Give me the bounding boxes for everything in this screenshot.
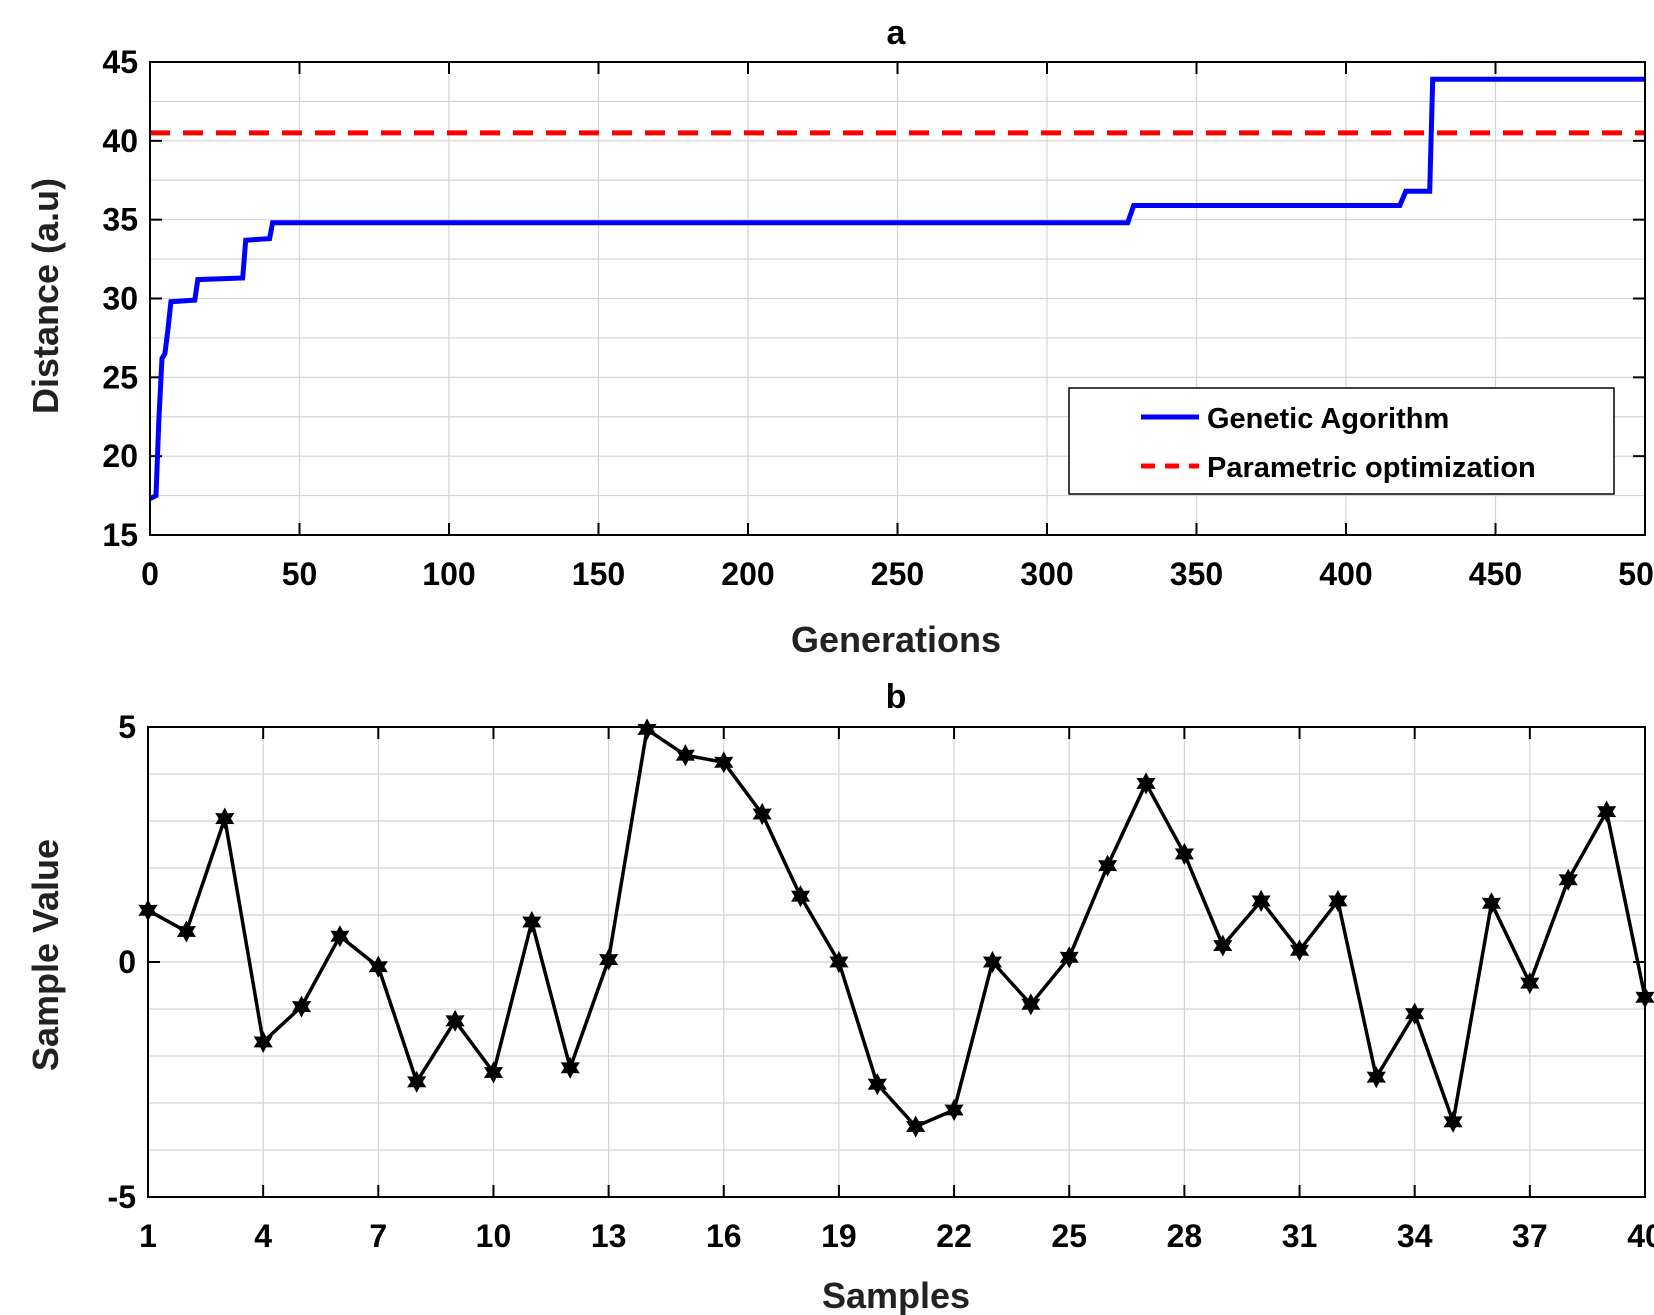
sample-point-marker [483, 1061, 504, 1084]
chart-a-y-tick-labels: 15 20 25 30 35 40 45 [102, 44, 138, 553]
sample-point-marker [1251, 889, 1271, 912]
chart-b-y-tick-labels: -5 0 5 [108, 709, 136, 1215]
chart-a-y-tick-label: 45 [102, 44, 138, 80]
sample-point-marker [560, 1056, 580, 1079]
chart-b-x-tick-labels: 1 4 7 10 13 16 19 22 25 28 31 34 37 40 [139, 1218, 1654, 1254]
sample-point-marker [675, 744, 695, 767]
chart-b-y-tick-label: 5 [118, 709, 136, 745]
sample-point-marker [407, 1070, 427, 1093]
sample-point-marker [1443, 1110, 1463, 1133]
chart-a-series [148, 76, 1645, 501]
sample-point-marker [1136, 772, 1156, 795]
chart-b-y-axis-label: Sample Value [25, 839, 66, 1071]
chart-a-grid [150, 62, 1645, 535]
series-genetic-algorithm-line [148, 76, 1645, 501]
chart-b-x-tick-label: 19 [821, 1218, 857, 1254]
chart-a-x-tick-label: 200 [721, 556, 774, 592]
sample-point-marker [291, 995, 312, 1018]
sample-point-marker [1366, 1066, 1386, 1089]
sample-point-marker [522, 910, 542, 934]
chart-b-x-tick-label: 1 [139, 1218, 157, 1254]
sample-point-marker [1289, 939, 1310, 962]
chart-a-y-tick-label: 40 [102, 123, 138, 159]
chart-b-x-axis-label: Samples [822, 1275, 970, 1315]
chart-a-x-tick-label: 500 [1618, 556, 1654, 592]
chart-a-y-tick-label: 35 [102, 202, 138, 238]
chart-b-x-tick-label: 7 [369, 1218, 387, 1254]
chart-a-x-tick-label: 250 [871, 556, 924, 592]
chart-a-x-tick-label: 300 [1020, 556, 1073, 592]
sample-point-marker [176, 920, 196, 943]
chart-a-y-tick-label: 20 [102, 438, 138, 474]
chart-a-x-tick-label: 150 [572, 556, 625, 592]
chart-a-x-tick-label: 350 [1170, 556, 1223, 592]
chart-b-x-tick-label: 25 [1051, 1218, 1087, 1254]
chart-a-title: a [887, 14, 907, 52]
chart-a-x-tick-label: 0 [141, 556, 159, 592]
sample-point-marker [1520, 972, 1540, 995]
chart-a-y-tick-label: 30 [102, 281, 138, 317]
sample-point-marker [330, 925, 350, 948]
chart-a-y-tick-label: 15 [102, 517, 138, 553]
chart-b-x-tick-label: 34 [1397, 1218, 1433, 1254]
sample-point-marker [1558, 868, 1578, 891]
legend-label-genetic-algorithm: Genetic Agorithm [1207, 403, 1449, 435]
chart-b-frame [147, 726, 1646, 1198]
chart-b-grid [148, 727, 1645, 1197]
chart-a-y-tick-label: 25 [102, 359, 138, 395]
sample-point-marker [1059, 946, 1079, 969]
chart-b-x-tick-label: 40 [1627, 1218, 1654, 1254]
sample-point-marker [906, 1115, 926, 1138]
sample-point-marker [599, 948, 619, 971]
chart-b: b 1 4 7 10 13 16 19 22 25 28 31 34 37 40 -5 0 5 Samples… [25, 678, 1654, 1315]
chart-a-x-tick-label: 50 [282, 556, 318, 592]
chart-a: a 0 50 100 150 200 250 300 350 400 450 500 15 20 25 3… [25, 14, 1654, 660]
chart-b-x-tick-label: 22 [936, 1218, 972, 1254]
chart-b-x-tick-label: 13 [591, 1218, 627, 1254]
sample-point-marker [1098, 854, 1118, 877]
sample-point-marker [752, 802, 772, 826]
sample-point-marker [253, 1030, 273, 1053]
sample-point-marker [1213, 934, 1233, 957]
chart-b-y-tick-label: -5 [108, 1179, 136, 1215]
sample-point-marker [215, 807, 235, 830]
chart-b-series [138, 718, 1654, 1138]
chart-b-x-tick-label: 37 [1512, 1218, 1548, 1254]
legend-label-parametric-optimization: Parametric optimization [1207, 452, 1536, 484]
chart-a-legend: Genetic Agorithm Parametric optimization [1068, 387, 1615, 495]
sample-point-marker [1597, 800, 1617, 823]
chart-a-x-tick-label: 400 [1319, 556, 1372, 592]
sample-point-marker [944, 1098, 964, 1122]
chart-a-x-tick-label: 100 [422, 556, 475, 592]
sample-point-marker [790, 885, 811, 908]
sample-point-marker [445, 1009, 465, 1032]
sample-point-marker [1481, 892, 1502, 915]
chart-a-x-tick-labels: 0 50 100 150 200 250 300 350 400 450 500 [141, 556, 1654, 592]
chart-b-x-tick-label: 4 [254, 1218, 272, 1254]
chart-a-frame [149, 61, 1646, 536]
sample-point-marker [1328, 889, 1348, 912]
sample-point-marker [368, 955, 388, 978]
sample-point-marker [1174, 842, 1194, 865]
sample-point-marker [714, 751, 734, 774]
chart-a-x-tick-label: 450 [1469, 556, 1522, 592]
legend-box [1068, 387, 1615, 495]
sample-point-marker [829, 950, 849, 974]
chart-b-x-tick-label: 10 [476, 1218, 512, 1254]
sample-value-line [147, 727, 1647, 1129]
chart-a-y-axis-label: Distance (a.u) [25, 178, 66, 414]
sample-point-marker [637, 718, 657, 741]
sample-point-marker [982, 950, 1003, 974]
chart-b-y-tick-label: 0 [118, 944, 136, 980]
chart-b-x-tick-label: 16 [706, 1218, 742, 1254]
sample-point-marker [1021, 993, 1041, 1016]
chart-a-x-axis-label: Generations [791, 619, 1001, 660]
chart-b-x-tick-label: 31 [1282, 1218, 1318, 1254]
sample-point-marker [867, 1073, 887, 1096]
sample-point-marker [1405, 1002, 1425, 1025]
chart-b-title: b [886, 678, 907, 716]
chart-b-x-tick-label: 28 [1167, 1218, 1203, 1254]
